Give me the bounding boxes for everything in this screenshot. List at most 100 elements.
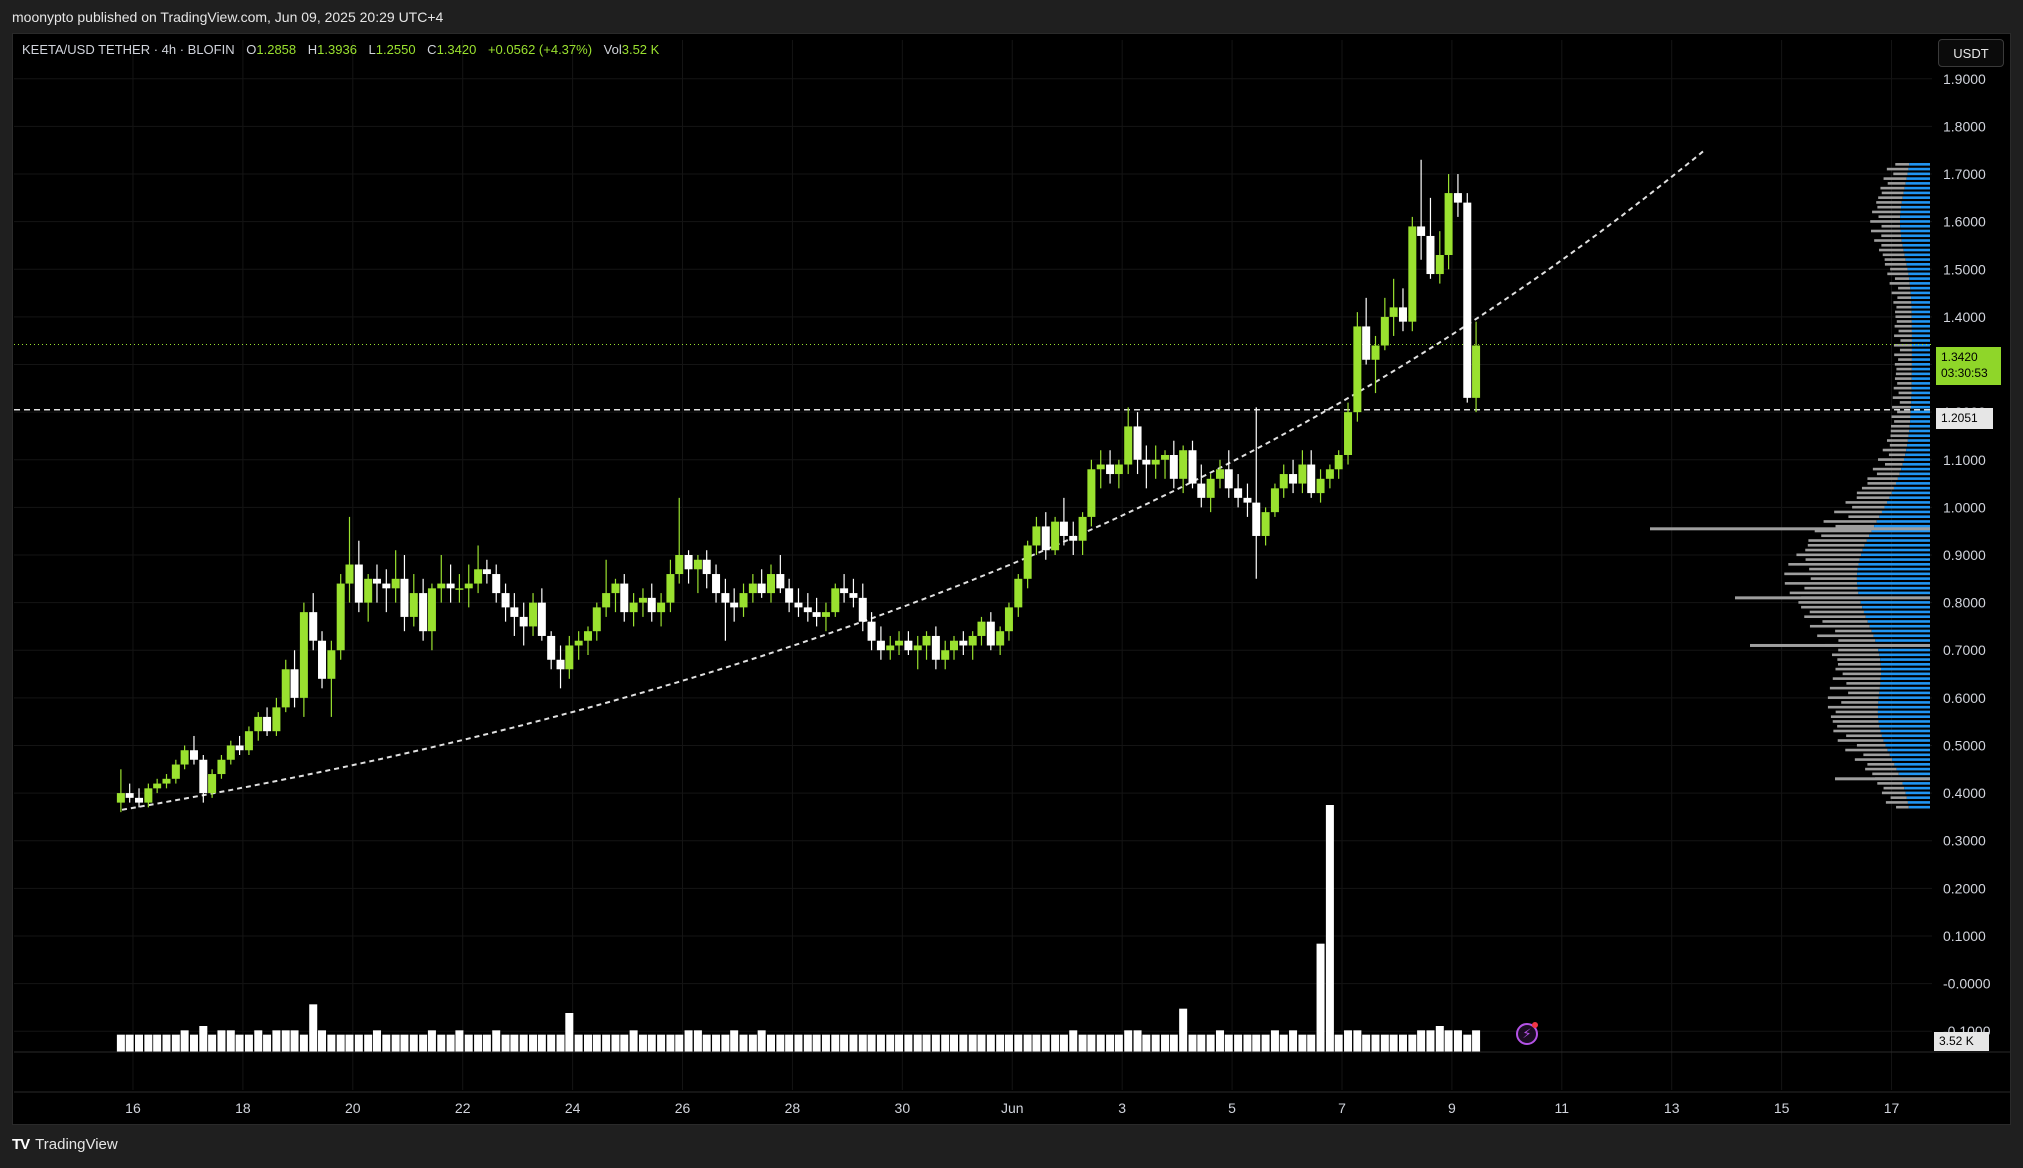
- volume-profile-bar: [1887, 748, 1930, 752]
- time-tick-label: 3: [1118, 1100, 1126, 1116]
- trend-curve: [121, 149, 1706, 811]
- volume-bar: [1426, 1030, 1435, 1052]
- volume-profile-bar: [1867, 620, 1930, 623]
- volume-profile-bar: [1883, 739, 1930, 742]
- volume-bar: [1114, 1034, 1123, 1052]
- volume-profile-bar: [1908, 805, 1930, 809]
- candle-down: [1142, 459, 1151, 465]
- volume-profile-bar: [1892, 758, 1930, 761]
- volume-bar: [794, 1034, 803, 1052]
- volume-profile-bar: [1899, 348, 1912, 352]
- candle-up: [153, 783, 162, 789]
- volume-bar: [1014, 1034, 1023, 1052]
- volume-profile-bar: [1878, 705, 1930, 709]
- volume-profile-bar: [1881, 224, 1901, 228]
- volume-profile-bar: [1808, 539, 1867, 542]
- volume-profile-bar: [1878, 215, 1901, 219]
- volume-profile-bar: [1835, 710, 1878, 714]
- candle-up: [666, 574, 675, 603]
- volume-profile-bar: [1904, 253, 1930, 257]
- volume-profile-bar: [1877, 710, 1930, 714]
- price-tick-label: 0.4000: [1943, 785, 1986, 801]
- price-tick-label: 1.6000: [1943, 214, 1986, 230]
- volume-profile-bar: [1880, 729, 1930, 733]
- volume-bar: [1051, 1034, 1060, 1052]
- currency-button[interactable]: USDT: [1938, 39, 2004, 67]
- candle-up: [1023, 545, 1032, 579]
- lightning-icon[interactable]: ⚡: [1516, 1023, 1538, 1045]
- volume-profile-bar: [1878, 715, 1930, 719]
- candle-down: [1169, 455, 1178, 479]
- volume-bar: [290, 1030, 299, 1052]
- candle-down: [354, 564, 363, 603]
- volume-profile-bar: [1832, 720, 1879, 723]
- change-value: +0.0562 (+4.37%): [487, 42, 593, 57]
- volume-profile-bar: [1796, 553, 1862, 557]
- volume-profile-bar: [1911, 353, 1930, 357]
- volume-profile-bar: [1901, 234, 1930, 238]
- tradingview-logo-icon: TV: [12, 1136, 30, 1153]
- volume-bar: [1078, 1034, 1087, 1052]
- volume-profile-bar: [1835, 629, 1872, 633]
- volume-profile-bar: [1788, 563, 1859, 566]
- volume-profile-bar: [1879, 724, 1930, 728]
- volume-profile-bar: [1896, 367, 1912, 371]
- volume-profile-bar: [1857, 586, 1930, 590]
- candle-up: [144, 788, 153, 803]
- candle-down: [519, 616, 528, 627]
- volume-profile-bar: [1911, 363, 1930, 366]
- candle-up: [977, 621, 986, 636]
- open-value: 1.2858: [256, 42, 297, 57]
- chart-frame[interactable]: [12, 33, 2011, 1125]
- open-label: O: [246, 42, 257, 57]
- candle-down: [400, 578, 409, 617]
- volume-profile-bar: [1908, 272, 1930, 276]
- volume-profile-bar: [1894, 420, 1911, 423]
- symbol-label[interactable]: KEETA/USD TETHER · 4h · BLOFIN: [22, 42, 235, 57]
- close-label: C: [427, 42, 437, 57]
- candle-up: [584, 631, 592, 641]
- high-value: 1.3936: [317, 42, 357, 57]
- candle-down: [290, 669, 299, 698]
- candle-down: [721, 593, 730, 603]
- volume-bar: [199, 1026, 208, 1052]
- volume-profile-bar: [1902, 463, 1930, 466]
- volume-bar: [208, 1034, 217, 1052]
- volume-bar: [712, 1034, 721, 1052]
- candle-down: [647, 597, 656, 613]
- volume-profile-bar: [1894, 377, 1912, 380]
- candle-up: [162, 778, 171, 784]
- candle-down: [1133, 426, 1142, 460]
- volume-profile-bar: [1817, 634, 1874, 638]
- volume-profile-bar: [1880, 658, 1930, 661]
- volume-profile-bar: [1886, 439, 1908, 442]
- tradingview-brand[interactable]: TV TradingView: [12, 1136, 118, 1153]
- volume-profile-bar: [1889, 496, 1930, 499]
- volume-profile-bar: [1856, 577, 1930, 580]
- time-tick-label: 9: [1448, 1100, 1456, 1116]
- volume-bar: [913, 1034, 922, 1052]
- volume-profile-bar: [1814, 529, 1872, 533]
- volume-bar: [1069, 1030, 1078, 1052]
- time-tick-label: 18: [235, 1100, 251, 1116]
- volume-profile-bar: [1877, 205, 1902, 209]
- price-tick-label: 0.2000: [1943, 880, 1986, 896]
- volume-profile-bar: [1880, 663, 1930, 666]
- volume-bar: [372, 1030, 381, 1052]
- high-label: H: [307, 42, 318, 57]
- volume-bar: [1307, 1034, 1316, 1052]
- price-tick-label: 1.8000: [1943, 118, 1986, 134]
- volume-profile-bar: [1809, 567, 1858, 571]
- candle-up: [1004, 607, 1013, 632]
- candle-down: [1463, 202, 1472, 398]
- candle-down: [803, 607, 812, 613]
- volume-bar: [1289, 1030, 1298, 1052]
- candle-up: [1032, 526, 1041, 546]
- candle-down: [1224, 469, 1233, 489]
- volume-bar: [666, 1034, 675, 1052]
- volume-bar: [620, 1034, 629, 1052]
- volume-profile-bar: [1900, 224, 1930, 228]
- volume-bar: [849, 1034, 858, 1052]
- time-axis: 16 18 20 22 24 26 28 30 Jun 3 5 7 9 11 13 15 17: [14, 1051, 2010, 1116]
